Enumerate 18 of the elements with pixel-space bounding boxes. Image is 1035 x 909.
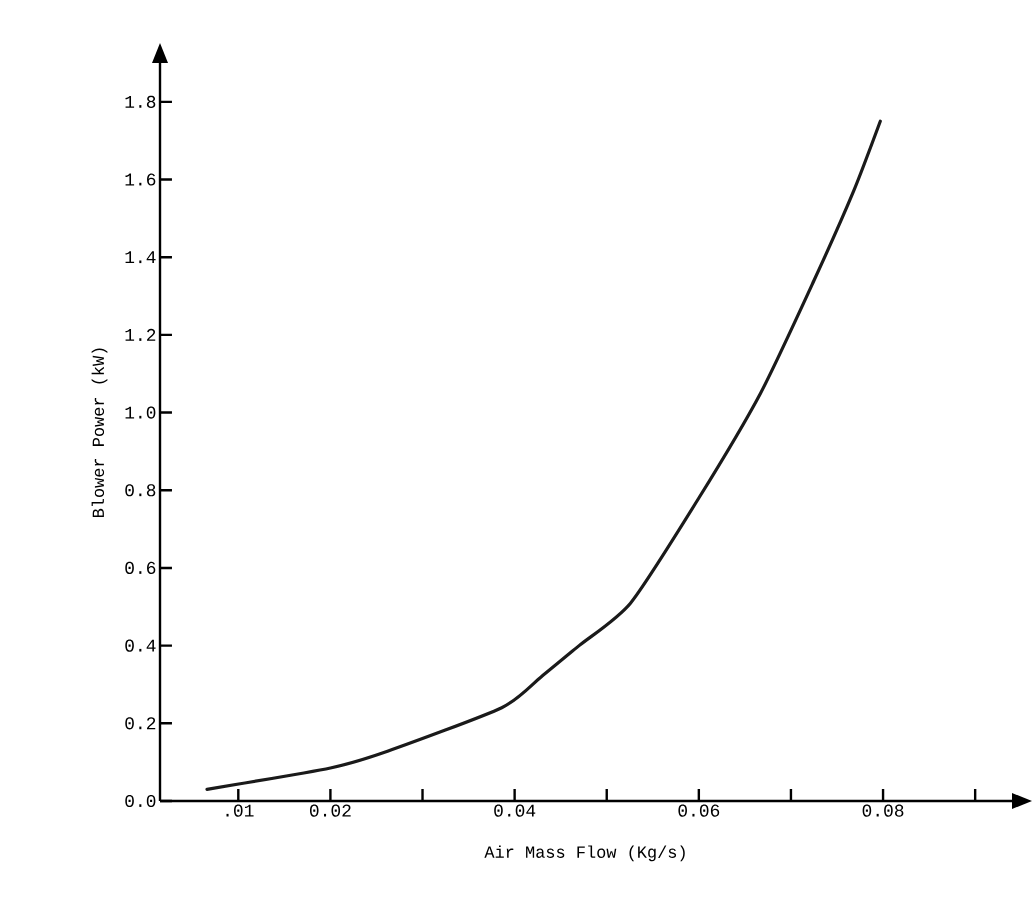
y-tick-label: 0.2 bbox=[125, 717, 156, 730]
line-series bbox=[205, 119, 882, 791]
x-tick-label: 0.08 bbox=[862, 804, 904, 817]
x-tick-label: .01 bbox=[226, 804, 254, 817]
x-tick-label: 0.04 bbox=[494, 804, 536, 817]
y-tick-label: 0.4 bbox=[125, 639, 156, 652]
y-tick-label: 0.6 bbox=[125, 561, 156, 575]
y-tick-label: 1.2 bbox=[125, 328, 156, 341]
x-tick-label: 0.06 bbox=[678, 804, 720, 817]
y-tick-label: 1.8 bbox=[125, 95, 156, 108]
y-tick-label: 0.0 bbox=[125, 794, 156, 808]
y-tick-label: 1.6 bbox=[125, 173, 156, 186]
y-tick-label: 0.8 bbox=[125, 484, 156, 497]
y-axis-title: Blower Power (kW) bbox=[91, 348, 108, 518]
x-tick-label: 0.02 bbox=[309, 804, 351, 817]
x-axis-title: Air Mass Flow (Kg/s) bbox=[484, 845, 685, 862]
y-tick-label: 1.0 bbox=[125, 406, 156, 419]
y-tick-label: 1.4 bbox=[125, 251, 156, 264]
